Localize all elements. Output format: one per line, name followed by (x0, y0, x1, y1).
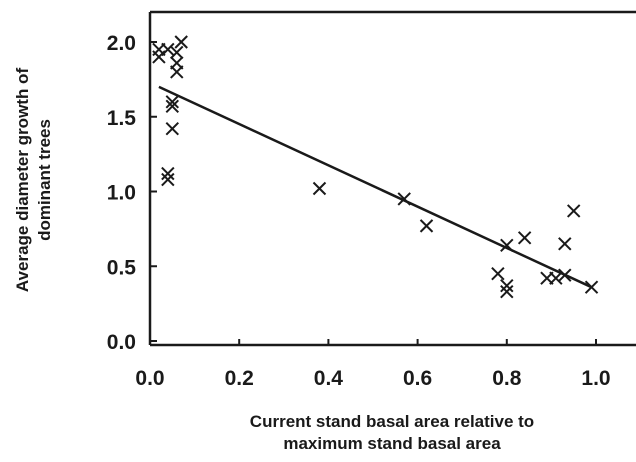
data-point (558, 268, 572, 282)
data-point (312, 181, 327, 196)
data-point (161, 172, 175, 187)
trend-line (158, 85, 593, 289)
x-tick-label: 1.0 (581, 367, 610, 390)
y-tick-label: 0.5 (107, 256, 137, 279)
x-tick-label: 0.2 (225, 367, 254, 390)
data-point (584, 280, 599, 294)
data-point (161, 166, 175, 181)
x-tick-label: 0.4 (314, 367, 344, 390)
data-point (491, 267, 505, 281)
x-axis-title-line-2: maximum stand basal area (283, 434, 501, 453)
data-point (174, 35, 188, 49)
data-point (161, 42, 175, 57)
data-point (419, 219, 434, 233)
y-tick-label: 1.5 (107, 107, 137, 130)
data-point (566, 204, 581, 218)
y-axis-title-line-1: Average diameter growth of (13, 68, 32, 293)
data-point (165, 122, 180, 136)
x-tick-label: 0.8 (492, 367, 522, 390)
data-point (165, 95, 180, 109)
y-tick-label: 2.0 (107, 32, 136, 55)
axis-titles: Average diameter growth of dominant tree… (13, 68, 534, 453)
x-tick-label: 0.6 (403, 367, 432, 390)
data-point (170, 45, 184, 60)
x-tick-label: 0.0 (135, 367, 164, 390)
y-tick-label: 0.0 (107, 331, 136, 354)
data-point (500, 238, 514, 253)
data-point (500, 284, 514, 299)
data-point (517, 231, 532, 245)
data-point (397, 192, 411, 206)
data-point (549, 271, 563, 285)
data-point (165, 99, 180, 113)
y-tick-label: 1.0 (107, 182, 136, 205)
data-point (152, 50, 166, 64)
data-point (170, 65, 184, 79)
data-point (558, 237, 572, 251)
y-axis-title-line-2: dominant trees (35, 119, 54, 241)
data-point (500, 278, 514, 293)
x-axis-title-line-1: Current stand basal area relative to (250, 412, 534, 431)
plot-area (148, 10, 636, 347)
